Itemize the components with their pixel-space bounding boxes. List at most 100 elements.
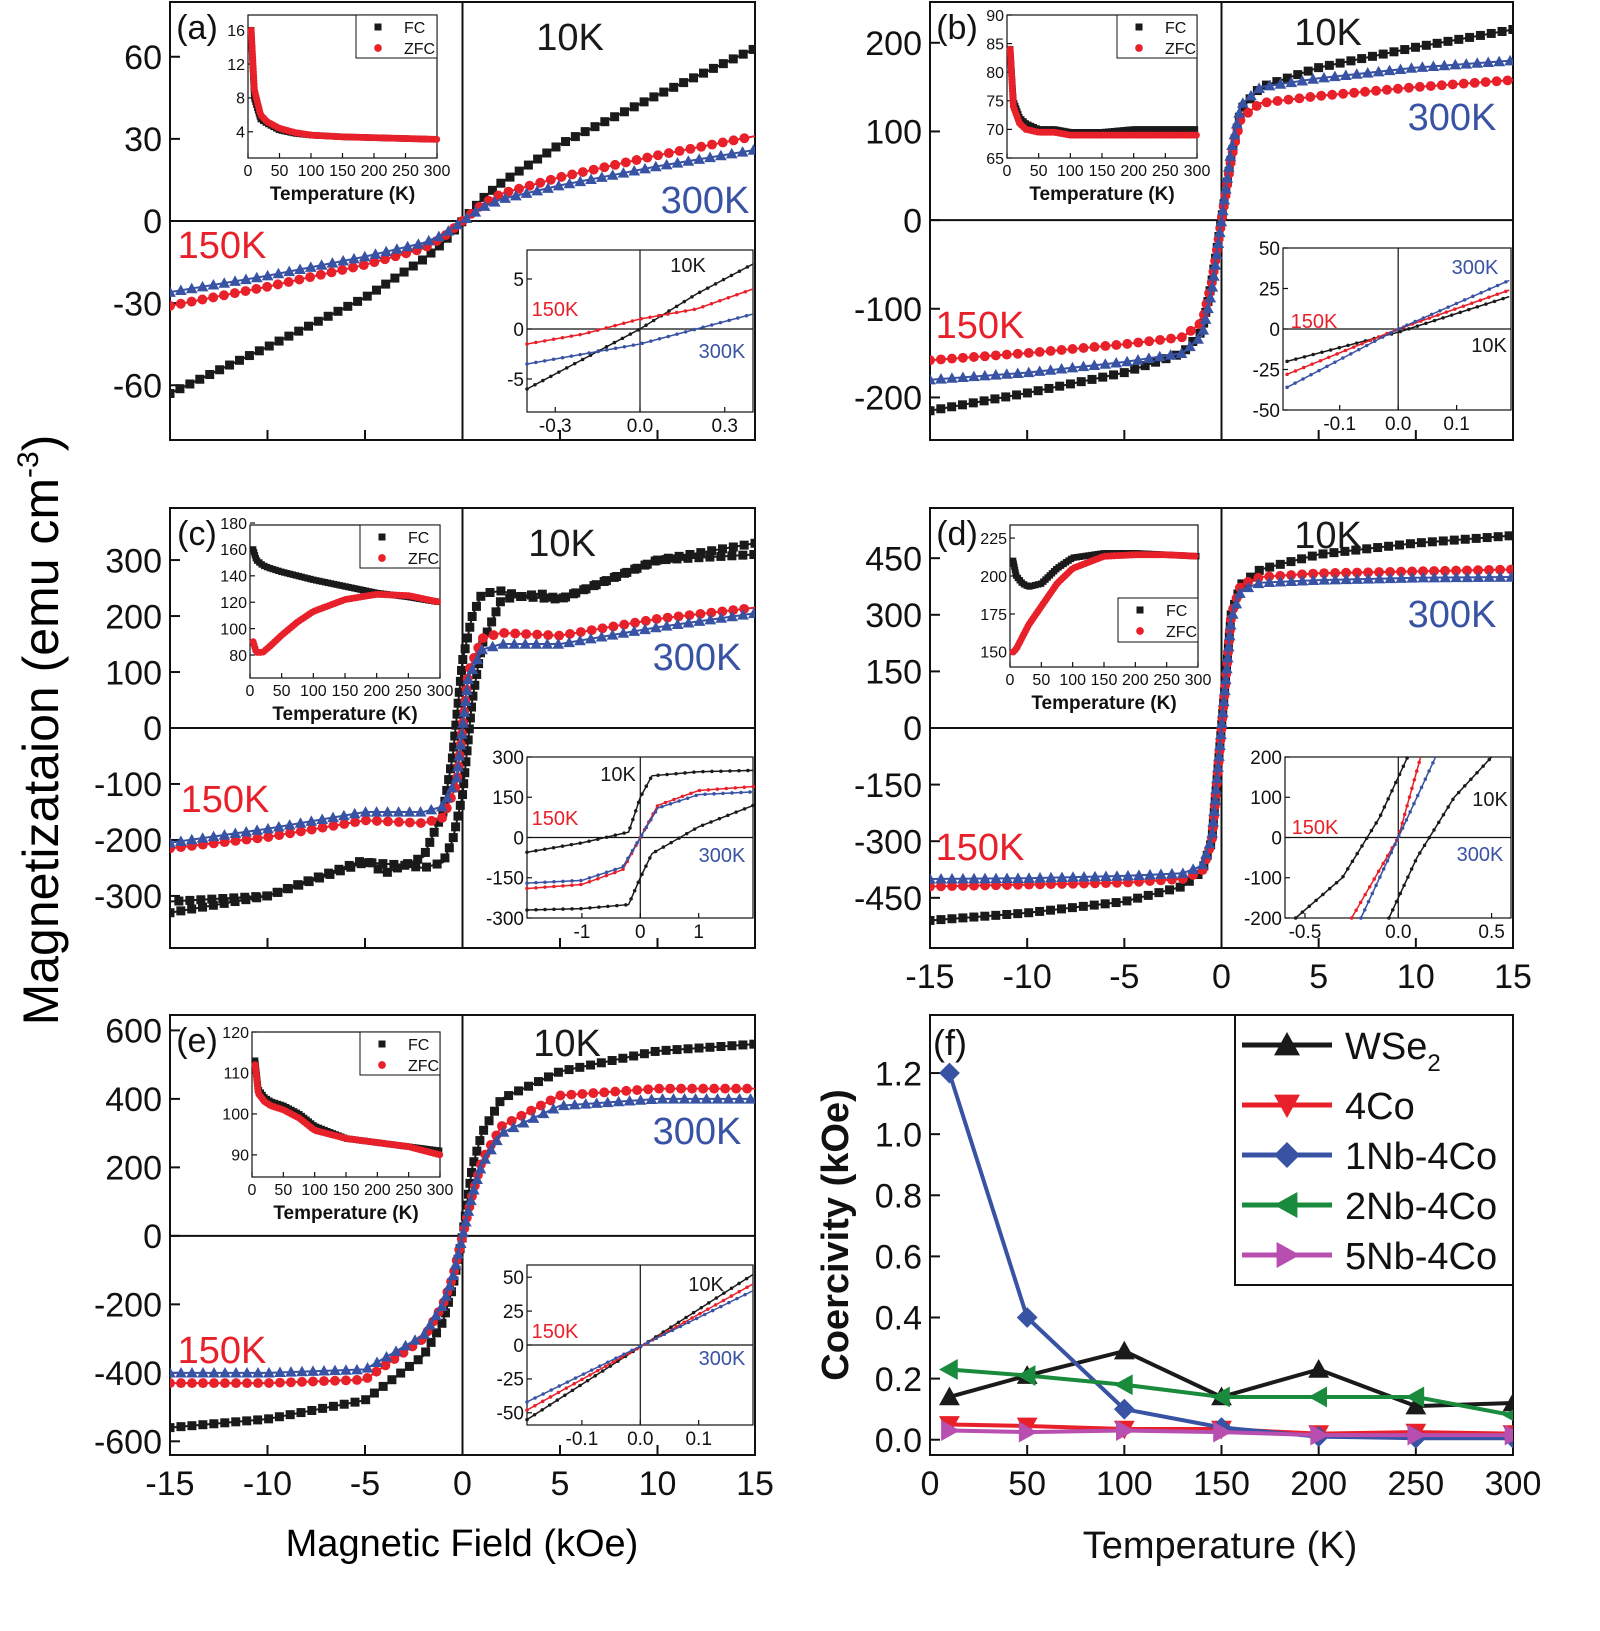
series-10K-marker xyxy=(273,887,283,897)
series-300K-marker xyxy=(715,149,727,161)
inset-low-300K-marker xyxy=(1393,842,1397,847)
series-300K-marker xyxy=(722,1093,735,1104)
inset-low-10K-marker xyxy=(534,848,538,853)
series-300K-marker xyxy=(1384,572,1397,584)
series-10K-marker xyxy=(1130,364,1140,374)
series-300K-marker xyxy=(1089,870,1101,882)
annotation-150K: 150K xyxy=(936,827,1025,869)
inset-low-150K-marker xyxy=(718,298,722,303)
inset-low-10K-marker xyxy=(1394,780,1398,785)
inset-low-150K-marker xyxy=(533,1403,537,1408)
series-150K-marker xyxy=(535,177,546,188)
inset-low-150K-marker xyxy=(737,1289,741,1294)
inset-low-10K-marker xyxy=(713,282,718,286)
series-150K-marker xyxy=(640,615,651,626)
series-10K-marker xyxy=(649,92,659,102)
inset-low-300K-marker xyxy=(1374,883,1378,888)
inset-low-150K-marker xyxy=(682,1320,686,1325)
series-10K-marker xyxy=(1282,73,1292,83)
series-150K-marker xyxy=(1360,86,1371,97)
series-300K-marker xyxy=(1340,573,1353,585)
series-10K-marker xyxy=(980,911,990,921)
inset-temp-x-tick-label: 50 xyxy=(273,683,291,700)
series-150K-marker xyxy=(253,1378,263,1389)
inset-low-300K-marker xyxy=(1438,308,1442,313)
inset-low-10K-marker xyxy=(1355,851,1359,856)
series-10K-marker xyxy=(1140,361,1150,371)
series-150K-marker xyxy=(1352,567,1363,578)
series-150K-marker xyxy=(610,1086,621,1097)
series-150K-marker xyxy=(330,1375,340,1386)
series-300K-marker xyxy=(412,238,425,249)
series-300K-marker xyxy=(1373,572,1386,584)
inset-low-150K-marker xyxy=(715,787,720,791)
series-10K-marker xyxy=(209,1419,219,1429)
series-150K-marker xyxy=(319,1376,329,1387)
series-10K-marker xyxy=(1324,60,1334,70)
series-300K-marker xyxy=(541,638,554,649)
series-150K-marker xyxy=(297,1376,307,1387)
panel-a-y-tick-label: -60 xyxy=(113,367,162,405)
inset-low-10K-marker xyxy=(1451,797,1455,802)
inset-annotation-300K: 300K xyxy=(699,1348,746,1370)
inset-low-300K-marker xyxy=(587,351,591,355)
inset-low-300K-marker xyxy=(1285,385,1289,390)
series-10K-marker xyxy=(1497,26,1507,36)
series-10K-marker xyxy=(404,1361,414,1371)
series-150K-marker xyxy=(707,139,717,150)
series-300K-marker xyxy=(272,267,285,279)
series-300K-marker xyxy=(294,817,307,828)
series-10K-marker xyxy=(454,687,464,697)
inset-low-150K-marker xyxy=(690,1316,694,1320)
series-300K-marker xyxy=(1285,575,1298,586)
inset-legend-frame xyxy=(359,1031,441,1076)
inset-low-150K-marker xyxy=(1405,803,1409,808)
series-300K-marker xyxy=(316,813,329,825)
series-300K-marker xyxy=(682,155,695,166)
series-150K-marker xyxy=(351,1375,362,1385)
series-150K-marker xyxy=(415,818,426,828)
panel-a-y-tick-label: 30 xyxy=(124,121,162,159)
inset-low-10K-marker xyxy=(674,771,678,776)
series-150K-marker xyxy=(252,833,263,844)
series-10K-marker xyxy=(516,592,526,602)
panel-f-x-tick-label: 150 xyxy=(1193,1465,1250,1503)
inset-legend-label-FC: FC xyxy=(408,530,429,547)
inset-low-300K-marker xyxy=(1372,339,1377,344)
series-150K-marker xyxy=(379,254,390,265)
inset-temp-x-tick-label: 300 xyxy=(427,683,454,700)
inset-low-10K-marker xyxy=(656,773,660,778)
series-300K-marker xyxy=(471,1173,483,1185)
inset-low-10K-marker xyxy=(744,1276,749,1281)
inset-low-150K-marker xyxy=(743,289,748,294)
inset-low-150K-marker xyxy=(706,1307,710,1311)
series-300K-marker xyxy=(634,1094,647,1105)
series-10K-marker xyxy=(969,912,979,922)
series-150K-marker xyxy=(1294,93,1305,104)
legend-entry-label: 4Co xyxy=(1345,1086,1415,1128)
series-150K-marker xyxy=(1122,338,1133,349)
series-150K-marker xyxy=(545,174,556,185)
series-10K-marker xyxy=(1035,906,1045,916)
series-300K-marker xyxy=(1207,816,1220,827)
inset-temp-ZFC-marker xyxy=(1192,131,1200,139)
series-10K-marker xyxy=(669,82,679,92)
series-150K-marker xyxy=(665,1083,676,1094)
series-10K-marker xyxy=(1405,539,1415,549)
series-300K-marker xyxy=(1110,357,1123,368)
inset-temp-y-tick-label: 150 xyxy=(980,645,1007,662)
inset-temp-y-tick-label: 75 xyxy=(986,94,1004,111)
panel-e-y-tick-label: -400 xyxy=(94,1355,162,1393)
series-10K-marker xyxy=(683,1044,693,1054)
inset-low-300K-marker xyxy=(644,825,649,830)
inset-temp-x-tick-label: 50 xyxy=(1032,672,1050,689)
series-300K-marker xyxy=(585,173,597,184)
panel-e-y-tick-label: 400 xyxy=(105,1081,162,1119)
inset-low-150K-marker xyxy=(689,791,693,796)
series-300K-marker xyxy=(612,1095,625,1107)
series-300K-marker xyxy=(459,1216,472,1227)
series-150K-marker xyxy=(348,262,358,273)
inset-temp-y-tick-label: 85 xyxy=(986,36,1004,53)
